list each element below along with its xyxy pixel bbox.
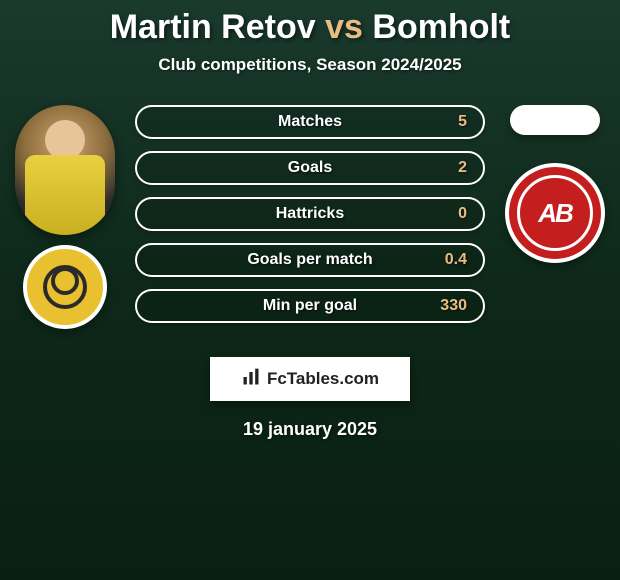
main-row: Matches 5 Goals 2 Hattricks 0 Goals per …	[0, 105, 620, 329]
stat-row-hattricks: Hattricks 0	[135, 197, 485, 231]
stat-label: Goals	[288, 159, 332, 177]
stat-value-right: 5	[458, 113, 467, 131]
stat-row-goals-per-match: Goals per match 0.4	[135, 243, 485, 277]
stat-label: Min per goal	[263, 297, 357, 315]
brand-text: FcTables.com	[267, 369, 379, 389]
stat-value-right: 0.4	[445, 251, 467, 269]
stat-value-right: 330	[440, 297, 467, 315]
stat-row-matches: Matches 5	[135, 105, 485, 139]
brand-box[interactable]: FcTables.com	[210, 357, 410, 401]
date-text: 19 january 2025	[243, 419, 377, 440]
player1-name: Martin Retov	[110, 8, 316, 46]
left-column	[5, 105, 125, 329]
stat-label: Hattricks	[276, 205, 344, 223]
comparison-card: Martin Retov vs Bomholt Club competition…	[0, 0, 620, 580]
right-column	[495, 105, 615, 263]
player1-club-badge	[23, 245, 107, 329]
chart-icon	[241, 367, 261, 392]
subtitle: Club competitions, Season 2024/2025	[158, 55, 461, 75]
stats-column: Matches 5 Goals 2 Hattricks 0 Goals per …	[135, 105, 485, 323]
player2-name: Bomholt	[372, 8, 510, 46]
player1-avatar	[15, 105, 115, 235]
stat-label: Matches	[278, 113, 342, 131]
stat-label: Goals per match	[247, 251, 372, 269]
stat-row-goals: Goals 2	[135, 151, 485, 185]
vs-text: vs	[325, 8, 363, 46]
page-title: Martin Retov vs Bomholt	[110, 8, 511, 47]
stat-row-min-per-goal: Min per goal 330	[135, 289, 485, 323]
stat-value-right: 0	[458, 205, 467, 223]
stat-value-right: 2	[458, 159, 467, 177]
player2-club-badge	[505, 163, 605, 263]
player2-placeholder-pill	[510, 105, 600, 135]
